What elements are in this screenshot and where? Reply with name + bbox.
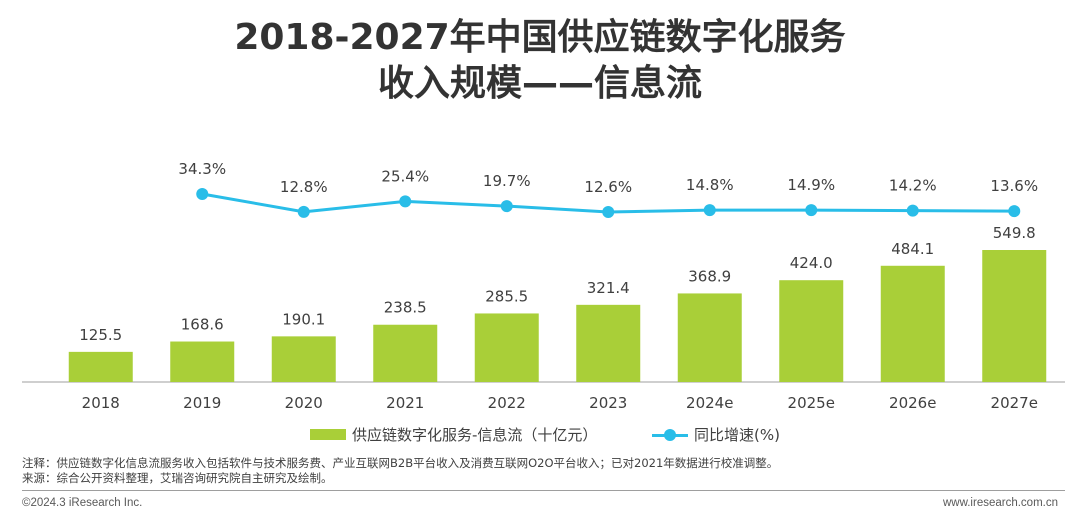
x-tick-label: 2018 (82, 394, 120, 412)
growth-value-label: 34.3% (178, 160, 226, 178)
bar-2021 (373, 324, 438, 382)
x-tick-label: 2024e (686, 394, 733, 412)
legend-bar-label: 供应链数字化服务-信息流（十亿元） (352, 426, 598, 444)
website-link[interactable]: www.iresearch.com.cn (942, 497, 1058, 509)
bar-2020 (271, 336, 336, 382)
bar-value-label: 238.5 (384, 299, 427, 317)
legend-line-label: 同比增速(%) (694, 426, 780, 444)
growth-value-label: 19.7% (483, 172, 531, 190)
x-tick-label: 2022 (488, 394, 526, 412)
x-tick-label: 2025e (788, 394, 835, 412)
bar-value-label: 424.0 (790, 254, 833, 272)
chart-legend: 供应链数字化服务-信息流（十亿元） 同比增速(%) (0, 424, 1080, 446)
legend-bar-swatch (310, 429, 346, 440)
growth-point-2021 (399, 195, 412, 208)
growth-value-label: 14.9% (787, 176, 835, 194)
bar-value-label: 285.5 (485, 287, 528, 305)
growth-point-2027e (1008, 205, 1021, 218)
source-text: 来源：综合公开资料整理，艾瑞咨询研究院自主研究及绘制。 (22, 471, 333, 485)
growth-point-2026e (906, 204, 919, 217)
growth-value-label: 12.8% (280, 178, 328, 196)
growth-value-label: 12.6% (584, 178, 632, 196)
bar-value-label: 190.1 (282, 310, 325, 328)
growth-value-label: 14.8% (686, 176, 734, 194)
combo-chart: 125.5 2018 168.6 2019 190.1 2020 238.5 2021 285.… (22, 160, 1065, 412)
growth-point-2019 (196, 188, 209, 200)
bar-2019 (170, 341, 235, 382)
growth-point-2024e (703, 204, 716, 217)
bar-value-label: 321.4 (587, 279, 630, 297)
bar-2018 (68, 351, 133, 382)
growth-point-2025e (805, 204, 818, 217)
bar-2025e (779, 280, 844, 382)
x-tick-label: 2026e (889, 394, 936, 412)
growth-point-2020 (297, 205, 310, 218)
chart-notes: 注释：供应链数字化信息流服务收入包括软件与技术服务费、产业互联网B2B平台收入及… (22, 456, 778, 486)
copyright-text: ©2024.3 iResearch Inc. (22, 497, 143, 509)
chart-title-line1: 2018-2027年中国供应链数字化服务 (234, 17, 846, 58)
x-tick-label: 2019 (183, 394, 221, 412)
legend-line-swatch (652, 428, 688, 441)
bar-value-label: 484.1 (891, 240, 934, 258)
bar-2023 (576, 304, 641, 382)
bar-2024e (677, 293, 742, 382)
bar-2027e (982, 250, 1047, 382)
growth-value-label: 14.2% (889, 177, 937, 195)
bar-value-label: 168.6 (181, 316, 224, 334)
footer-divider (22, 490, 1065, 491)
x-tick-label: 2023 (589, 394, 627, 412)
legend-item-line: 同比增速(%) (652, 424, 780, 445)
growth-point-2022 (500, 200, 513, 213)
x-tick-label: 2027e (991, 394, 1038, 412)
bar-2022 (474, 313, 539, 382)
chart-title-line2: 收入规模——信息流 (377, 63, 702, 104)
growth-value-label: 25.4% (381, 167, 429, 185)
growth-point-2023 (602, 206, 615, 218)
bar-value-label: 368.9 (688, 267, 731, 285)
bar-value-label: 125.5 (79, 326, 122, 344)
note-text: 注释：供应链数字化信息流服务收入包括软件与技术服务费、产业互联网B2B平台收入及… (22, 456, 779, 470)
x-tick-label: 2020 (285, 394, 323, 412)
x-tick-label: 2021 (386, 394, 424, 412)
bar-2026e (880, 265, 945, 382)
growth-value-label: 13.6% (990, 177, 1038, 195)
legend-item-bar: 供应链数字化服务-信息流（十亿元） (310, 424, 597, 445)
bar-value-label: 549.8 (993, 224, 1036, 242)
